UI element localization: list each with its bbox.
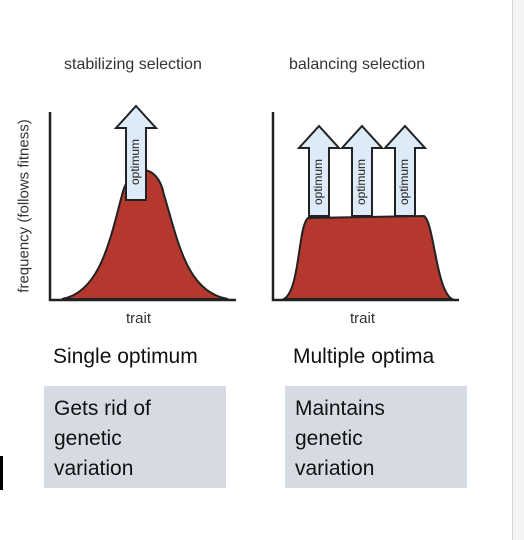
text-cursor — [0, 456, 3, 490]
right-distribution-curve — [280, 214, 456, 300]
right-arrow-label-2: optimum — [354, 159, 368, 205]
right-panel-title: balancing selection — [289, 56, 426, 73]
right-arrow-label-3: optimum — [397, 159, 411, 205]
right-summary-line-1: Maintains — [295, 397, 385, 420]
window-edge — [512, 0, 524, 540]
left-optimum-arrow: optimum — [113, 104, 159, 201]
left-summary-box: Gets rid of genetic variation — [44, 386, 226, 488]
right-optimum-arrow-2: optimum — [339, 124, 385, 217]
left-summary-line-2: genetic — [54, 427, 122, 450]
right-summary-line-3: variation — [295, 457, 375, 480]
right-arrow-label-1: optimum — [311, 159, 325, 205]
left-arrow-label: optimum — [128, 139, 142, 185]
left-panel-title: stabilizing selection — [64, 56, 202, 73]
right-heading: Multiple optima — [293, 345, 435, 368]
left-x-axis-label: trait — [126, 310, 152, 327]
right-optimum-arrow-1: optimum — [296, 124, 342, 217]
right-optimum-arrow-3: optimum — [382, 124, 428, 217]
left-summary-line-1: Gets rid of — [54, 397, 151, 420]
right-x-axis-label: trait — [350, 310, 376, 327]
right-summary-box: Maintains genetic variation — [285, 386, 467, 488]
left-summary-line-3: variation — [54, 457, 134, 480]
right-summary-line-2: genetic — [295, 427, 363, 450]
left-heading: Single optimum — [53, 345, 198, 368]
